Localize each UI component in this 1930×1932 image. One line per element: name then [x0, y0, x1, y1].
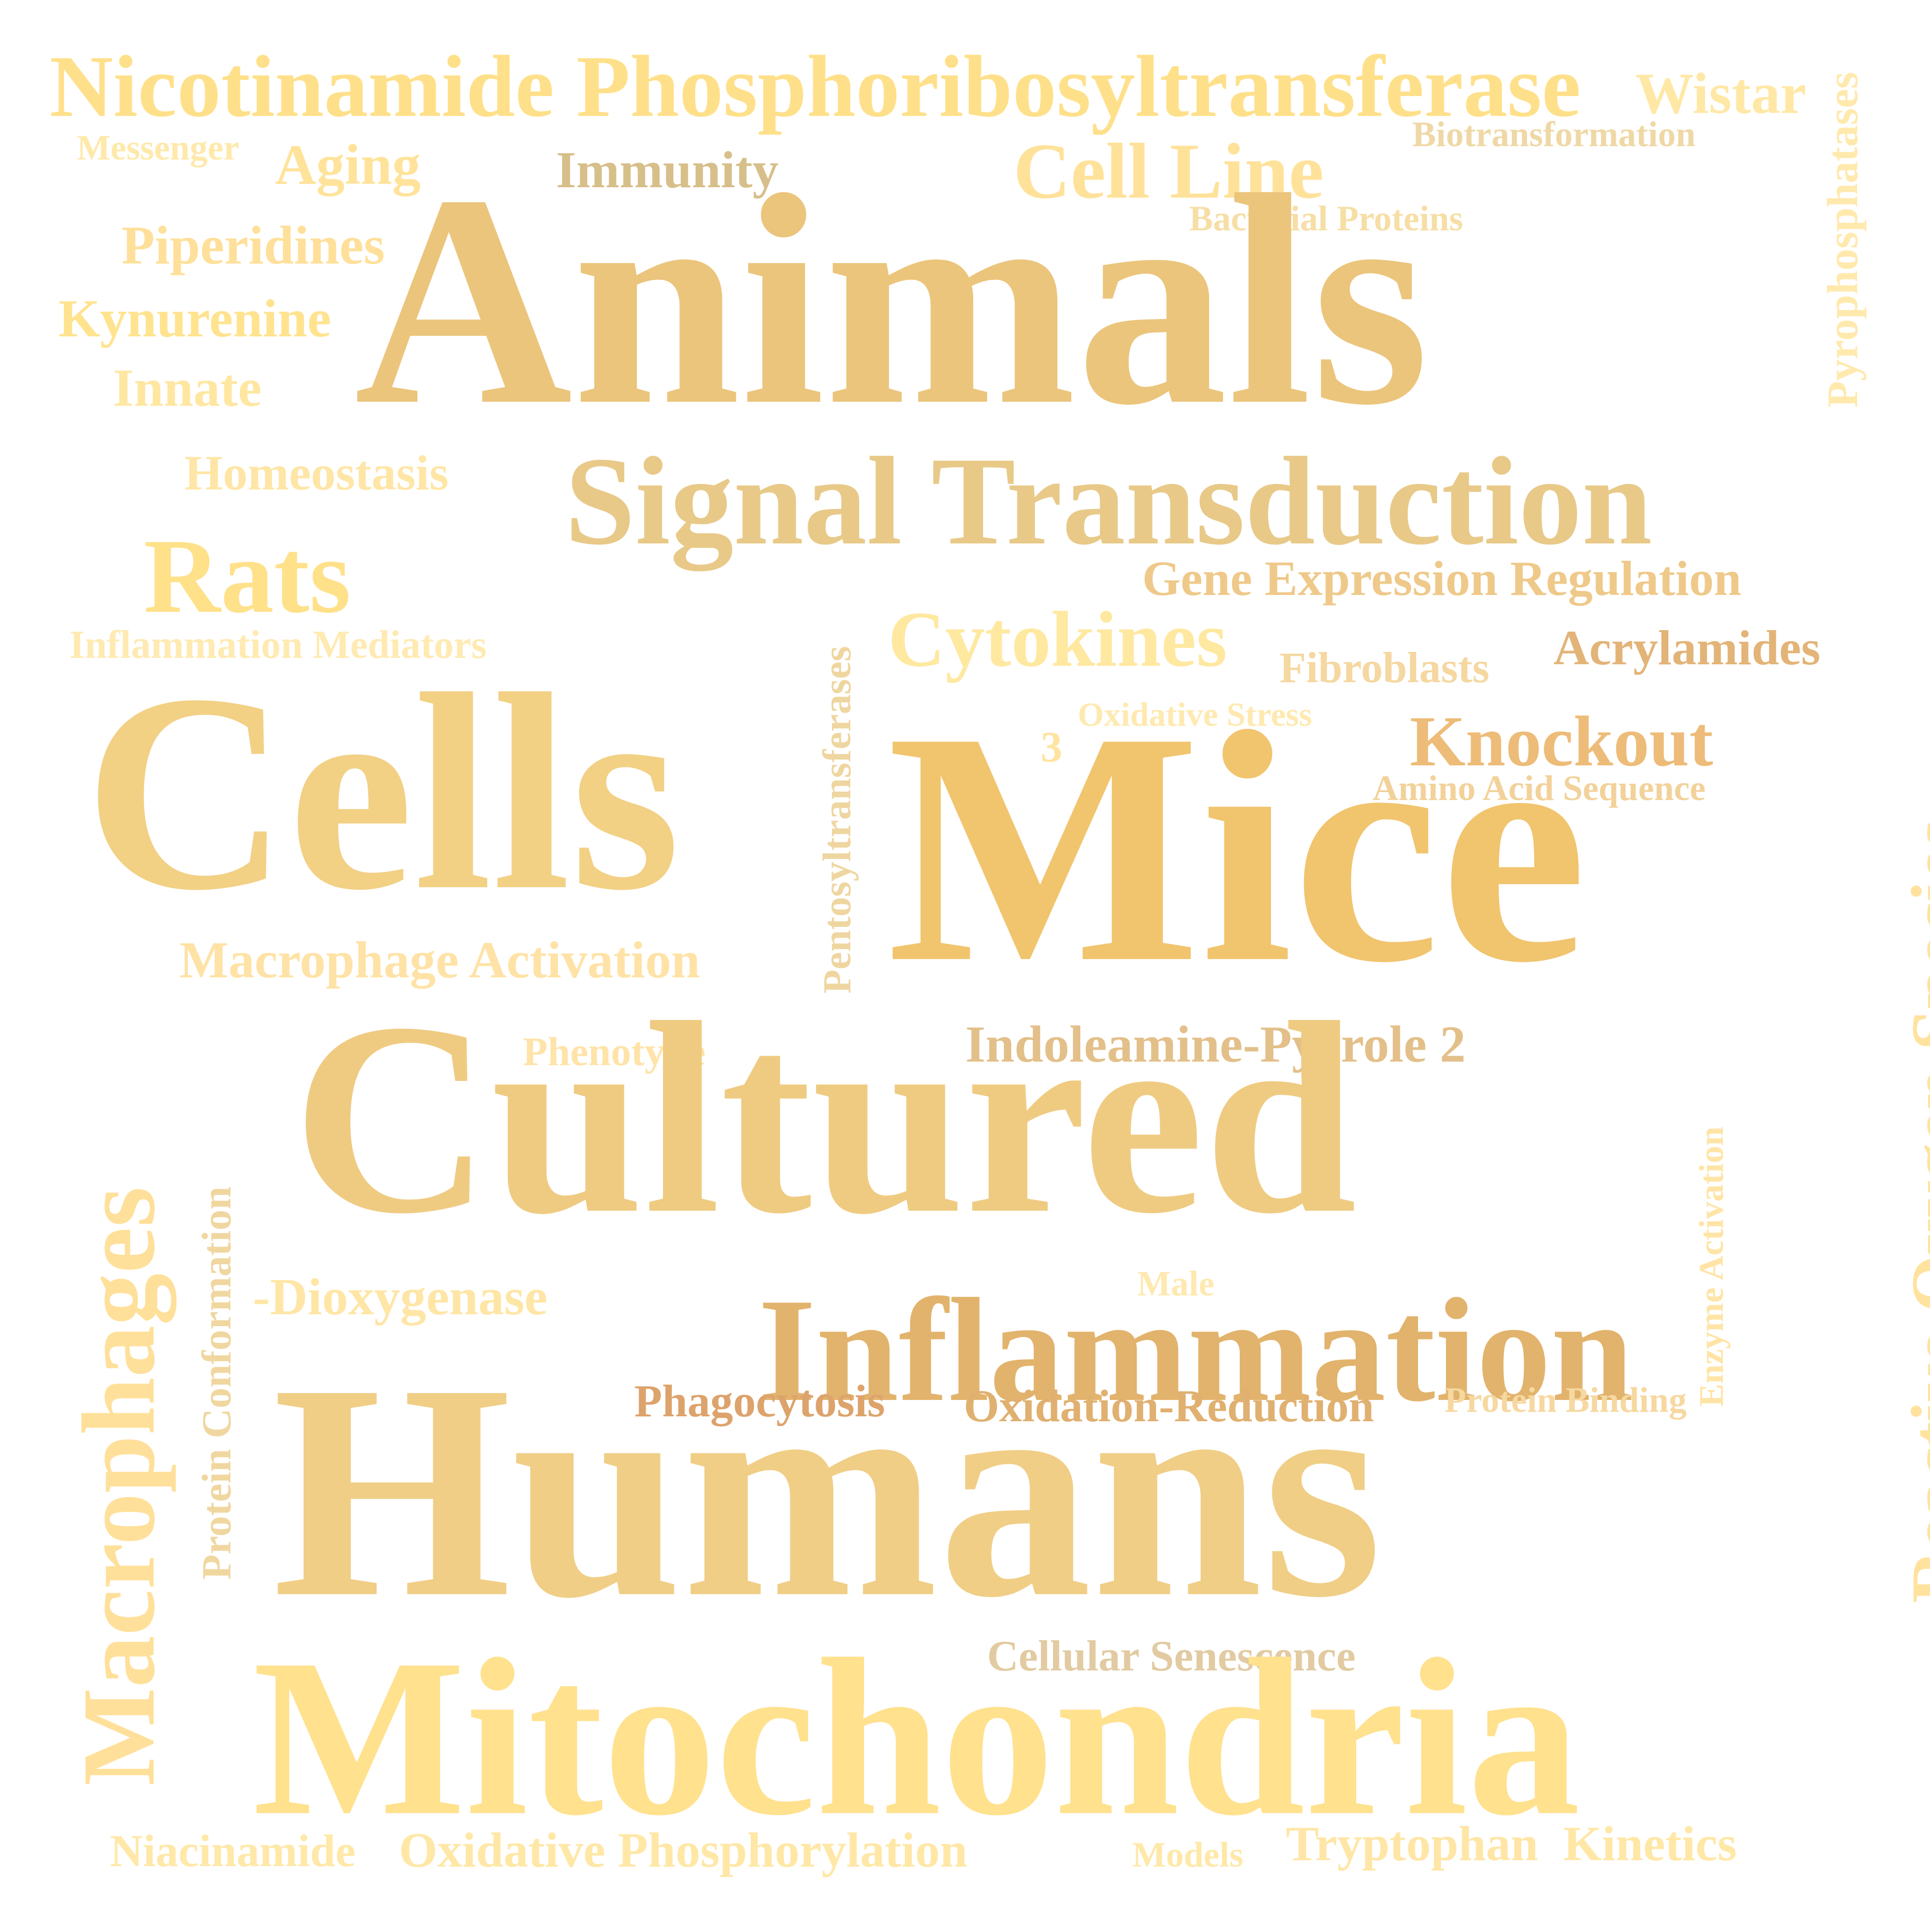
- word-mice: Mice: [887, 663, 1588, 1031]
- word-niacinamide: Niacinamide: [110, 1825, 356, 1876]
- word-inflammation: Inflammation: [758, 1268, 1634, 1432]
- word-models: Models: [1132, 1835, 1243, 1875]
- word-mitochondria: Mitochondria: [253, 1613, 1581, 1862]
- word-cultured: Cultured: [292, 966, 1357, 1271]
- word-indoleamine-pyrrole-2: Indoleamine-Pyrrole 2: [965, 1015, 1466, 1073]
- word-messenger: Messenger: [77, 128, 239, 167]
- word-signal-transduction: Signal Transduction: [565, 431, 1653, 571]
- word-protein-conformation: Protein Conformation: [194, 1186, 240, 1580]
- word-phenotype: Phenotype: [523, 1029, 706, 1074]
- word-fibroblasts: Fibroblasts: [1279, 644, 1489, 692]
- word-aging: Aging: [275, 133, 421, 196]
- word-nicotinamide-phosphoribosyltransferase: Nicotinamide Phosphoribosyltransferase: [50, 37, 1581, 135]
- word-pyrophosphatases: Pyrophosphatases: [1819, 71, 1867, 408]
- word-protein-binding: Protein Binding: [1444, 1380, 1687, 1420]
- word-immunity: Immunity: [556, 141, 779, 199]
- word-cytokines: Cytokines: [888, 595, 1227, 683]
- word-piperidines: Piperidines: [121, 215, 385, 275]
- word-humans: Humans: [273, 1321, 1382, 1661]
- word-amino-acid-sequence: Amino Acid Sequence: [1373, 768, 1706, 808]
- word-tryptophan: Tryptophan: [1286, 1816, 1539, 1871]
- word-oxidative-phosphorylation: Oxidative Phosphorylation: [399, 1823, 968, 1878]
- word-inflammation-mediators: Inflammation Mediators: [69, 623, 487, 667]
- word-wistar: Wistar: [1635, 61, 1807, 126]
- word-cells: Cells: [84, 636, 681, 949]
- word-kynurenine: Kynurenine: [58, 289, 331, 348]
- word-cell-line: Cell Line: [1013, 127, 1324, 215]
- word-kinetics: Kinetics: [1563, 1816, 1737, 1871]
- word-male: Male: [1137, 1264, 1214, 1303]
- word-reactive-oxygen-species: Reactive Oxygen Species: [1896, 819, 1930, 1604]
- word-oxidative-stress: Oxidative Stress: [1078, 696, 1312, 733]
- word-macrophages: Macrophages: [61, 1186, 176, 1786]
- word-innate: Innate: [113, 359, 262, 418]
- word-enzyme-activation: Enzyme Activation: [1693, 1127, 1731, 1407]
- word-phagocytosis: Phagocytosis: [634, 1376, 885, 1426]
- word-dioxygenase: -Dioxygenase: [253, 1268, 548, 1326]
- word-rats: Rats: [144, 517, 351, 635]
- word-oxidation-reduction: Oxidation-Reduction: [964, 1381, 1375, 1431]
- word-gene-expression-regulation: Gene Expression Regulation: [1142, 551, 1742, 606]
- word-3: 3: [1041, 723, 1062, 771]
- word-homeostasis: Homeostasis: [184, 445, 449, 500]
- word-biotransformation: Biotransformation: [1412, 114, 1696, 154]
- word-cellular-senescence: Cellular Senescence: [987, 1632, 1356, 1680]
- word-bacterial-proteins: Bacterial Proteins: [1189, 199, 1463, 238]
- word-knockout: Knockout: [1410, 702, 1713, 781]
- word-macrophage-activation: Macrophage Activation: [179, 931, 700, 989]
- word-animals: Animals: [354, 132, 1430, 467]
- word-acrylamides: Acrylamides: [1553, 620, 1820, 675]
